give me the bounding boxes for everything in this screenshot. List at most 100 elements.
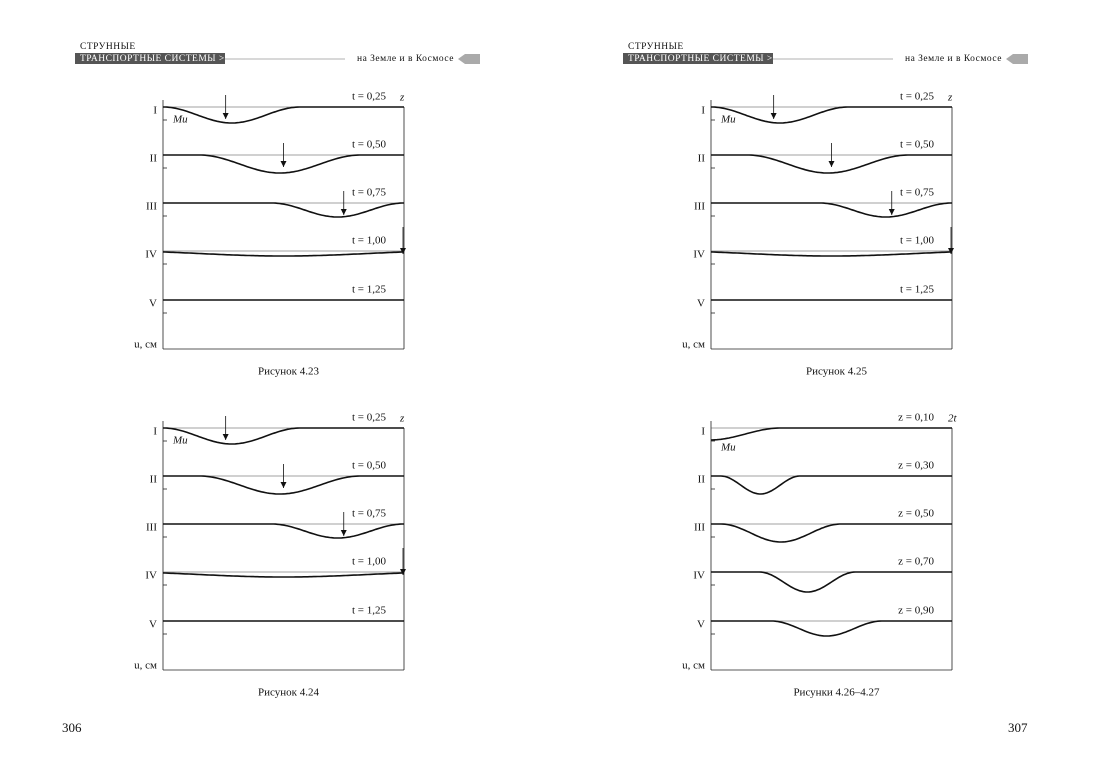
caption: Рисунки 4.26–4.27 xyxy=(793,687,880,699)
row-label: II xyxy=(698,153,706,165)
arrow-head xyxy=(340,530,347,536)
deflection-curve xyxy=(711,202,952,218)
row-label: III xyxy=(146,522,157,534)
row-param: t = 0,25 xyxy=(352,91,387,103)
deflection-curve xyxy=(711,154,952,174)
deflection-curve xyxy=(163,427,404,445)
caption: Рисунок 4.24 xyxy=(258,687,319,699)
page-number: 307 xyxy=(1008,720,1028,735)
figure: z u, см Рисунок 4.23 Mu It = 0,25 II t = 0,50 I… xyxy=(134,91,406,378)
arrow-head xyxy=(222,113,229,119)
axis-y-label: u, см xyxy=(682,339,705,351)
deflection-curve xyxy=(710,427,952,441)
header-band xyxy=(75,53,225,64)
figure: z u, см Рисунок 4.25 Mu It = 0,25 II t = 0,50 I… xyxy=(682,91,954,378)
row-param: t = 0,50 xyxy=(352,460,387,472)
row-label: IV xyxy=(145,570,157,582)
row-label: IV xyxy=(693,249,705,261)
row-param: z = 0,70 xyxy=(898,556,934,568)
axis-x-label: z xyxy=(399,413,405,425)
row-param: t = 1,00 xyxy=(352,235,387,247)
row-label: III xyxy=(694,201,705,213)
arrow-head xyxy=(400,569,406,575)
load-label: Mu xyxy=(720,114,736,126)
deflection-curve xyxy=(711,620,952,637)
header-subtitle: на Земле и в Космосе xyxy=(357,54,454,64)
deflection-curve xyxy=(711,106,952,124)
row-param: z = 0,30 xyxy=(898,460,934,472)
caption: Рисунок 4.25 xyxy=(806,366,867,378)
deflection-curve xyxy=(163,106,404,124)
deflection-curve xyxy=(163,154,404,174)
row-label: III xyxy=(146,201,157,213)
header-title: ТРАНСПОРТНЫЕ СИСТЕМЫ >> xyxy=(628,54,779,64)
row-param: t = 0,75 xyxy=(352,187,387,199)
deflection-curve xyxy=(162,251,405,257)
row-label: I xyxy=(153,105,157,117)
row-param: t = 1,00 xyxy=(352,556,387,568)
row-label: III xyxy=(694,522,705,534)
row-label: I xyxy=(701,105,705,117)
header-arrow xyxy=(458,54,480,64)
deflection-curve xyxy=(711,475,952,495)
deflection-curve xyxy=(162,572,405,578)
row-param: z = 0,90 xyxy=(898,605,934,617)
arrow-head xyxy=(948,248,954,254)
header-subtitle: на Земле и в Космосе xyxy=(905,54,1002,64)
deflection-curve xyxy=(711,571,952,593)
row-label: I xyxy=(153,426,157,438)
header-title: ТРАНСПОРТНЫЕ СИСТЕМЫ >> xyxy=(80,54,231,64)
axis-y-label: u, см xyxy=(134,660,157,672)
caption: Рисунок 4.23 xyxy=(258,366,319,378)
arrow-head xyxy=(280,482,287,488)
row-param: t = 1,25 xyxy=(352,284,387,296)
axis-x-label: z xyxy=(947,92,953,104)
row-param: z = 0,50 xyxy=(898,508,934,520)
row-label: V xyxy=(697,298,705,310)
axis-y-label: u, см xyxy=(682,660,705,672)
axis-x-label: z xyxy=(399,92,405,104)
row-param: t = 1,25 xyxy=(900,284,935,296)
row-label: V xyxy=(697,619,705,631)
deflection-curve xyxy=(163,475,404,495)
page-number: 306 xyxy=(62,720,82,735)
row-label: II xyxy=(150,153,158,165)
arrow-head xyxy=(400,248,406,254)
row-label: II xyxy=(698,474,706,486)
deflection-curve xyxy=(710,251,953,257)
row-param: t = 0,75 xyxy=(352,508,387,520)
row-label: I xyxy=(701,426,705,438)
deflection-curve xyxy=(711,523,952,543)
arrow-head xyxy=(340,209,347,215)
axis-y-label: u, см xyxy=(134,339,157,351)
row-param: t = 0,25 xyxy=(900,91,935,103)
row-param: t = 0,50 xyxy=(352,139,387,151)
figure: z u, см Рисунок 4.24 Mu It = 0,25 II t = 0,50 I… xyxy=(134,412,406,699)
load-label: Mu xyxy=(172,435,188,447)
row-label: II xyxy=(150,474,158,486)
row-param: t = 1,00 xyxy=(900,235,935,247)
arrow-head xyxy=(828,161,835,167)
row-param: t = 0,50 xyxy=(900,139,935,151)
figure: 2t u, см Рисунки 4.26–4.27 Mu Iz = 0,10 II z =… xyxy=(682,412,957,699)
deflection-curve xyxy=(163,523,404,539)
header-title: СТРУННЫЕ xyxy=(80,42,136,52)
arrow-head xyxy=(888,209,895,215)
row-label: V xyxy=(149,298,157,310)
row-param: z = 0,10 xyxy=(898,412,934,424)
load-label: Mu xyxy=(720,442,736,454)
arrow-head xyxy=(280,161,287,167)
row-label: IV xyxy=(145,249,157,261)
axis-x-label: 2t xyxy=(948,413,958,425)
load-label: Mu xyxy=(172,114,188,126)
arrow-head xyxy=(770,113,777,119)
header-band xyxy=(623,53,773,64)
deflection-curve xyxy=(163,202,404,218)
row-param: t = 0,25 xyxy=(352,412,387,424)
row-param: t = 0,75 xyxy=(900,187,935,199)
header-title: СТРУННЫЕ xyxy=(628,42,684,52)
row-label: V xyxy=(149,619,157,631)
header-arrow xyxy=(1006,54,1028,64)
